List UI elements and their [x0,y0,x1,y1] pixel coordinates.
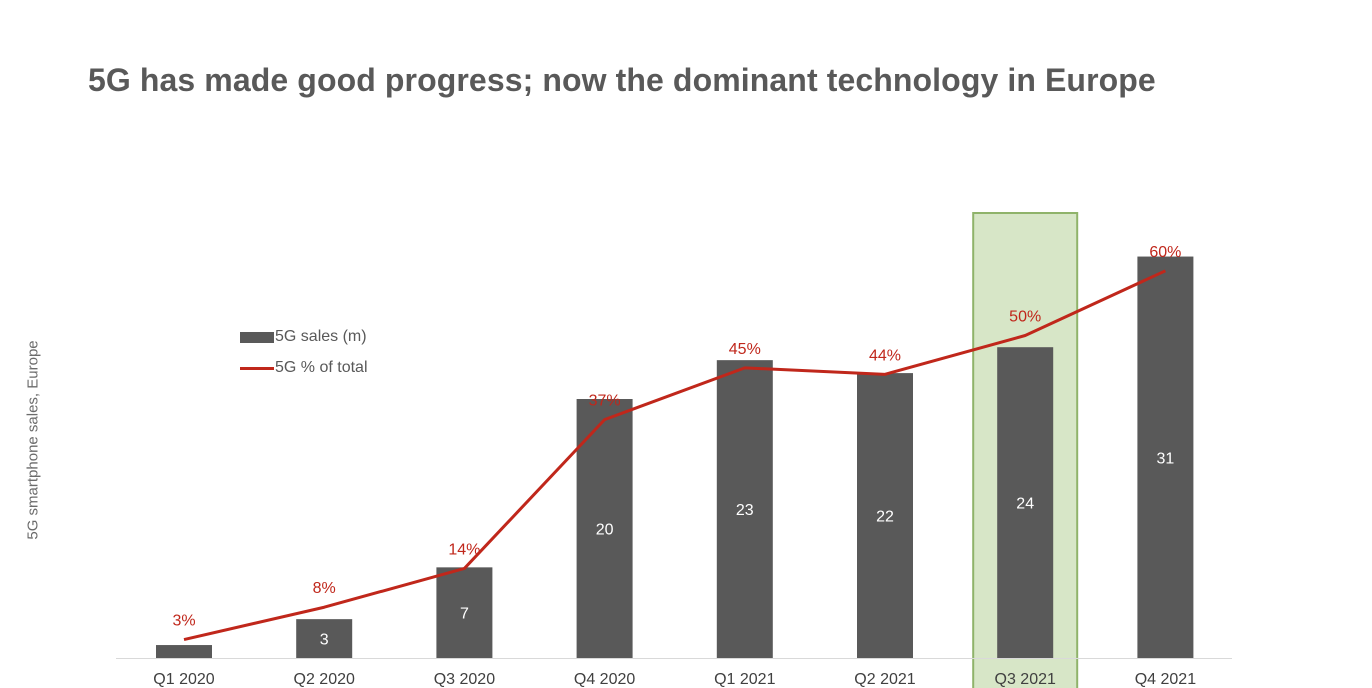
bar-value-label: 20 [596,522,614,539]
pct-label: 44% [869,347,901,364]
bar-value-label: 31 [1157,450,1175,467]
pct-label: 45% [729,341,761,358]
bar-1 [296,619,353,658]
bar-value-label: 22 [876,509,894,526]
x-tick-label: Q2 2021 [854,671,915,688]
legend: 5G sales (m) 5G % of total [240,327,368,389]
legend-label-share: 5G % of total [275,359,368,376]
bar-7 [1137,256,1194,658]
x-tick-label: Q2 2020 [294,671,355,688]
legend-label-sales: 5G sales (m) [275,328,367,345]
x-tick-label: Q1 2021 [714,671,775,688]
x-tick-label: Q4 2020 [574,671,635,688]
chart-title: 5G has made good progress; now the domin… [88,62,1156,98]
pct-label: 14% [448,541,480,558]
bar-0 [156,645,212,658]
legend-line-swatch [240,366,274,370]
pct-label: 37% [589,393,621,410]
x-tick-label: Q1 2020 [153,671,214,688]
x-tick-label: Q3 2021 [995,671,1056,688]
bar-value-label: 7 [460,606,469,623]
pct-label: 60% [1149,244,1181,261]
pct-label: 8% [313,580,336,597]
legend-item-share: 5G % of total [240,358,368,378]
pct-label: 3% [172,613,195,630]
bar-2 [436,567,493,658]
x-tick-label: Q4 2021 [1135,671,1196,688]
bar-6 [997,347,1054,658]
bar-value-label: 24 [1016,496,1034,513]
bar-3 [576,399,633,658]
pct-label: 50% [1009,309,1041,326]
bar-value-label: 3 [320,632,329,649]
legend-bar-swatch [240,331,274,343]
legend-item-sales: 5G sales (m) [240,327,368,347]
bar-4 [716,360,773,658]
share-line [183,269,1167,642]
bar-5 [857,373,913,658]
bar-value-label: 23 [736,502,754,519]
x-tick-label: Q3 2020 [434,671,495,688]
